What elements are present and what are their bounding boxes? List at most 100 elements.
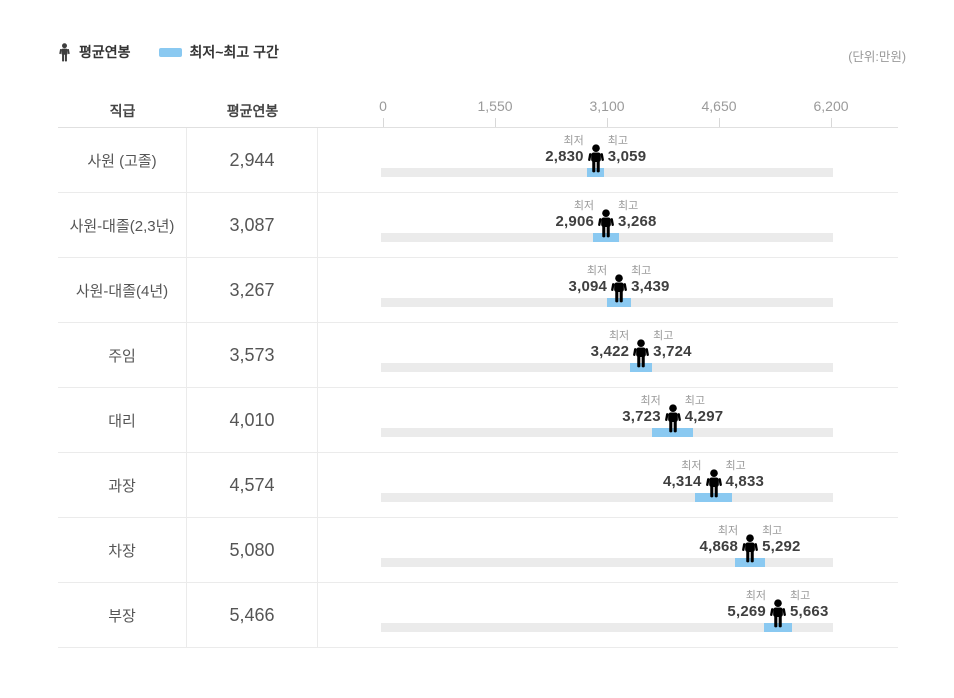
grade-cell: 주임 (58, 323, 187, 387)
max-label: 최고 (725, 460, 746, 472)
grade-cell: 대리 (58, 388, 187, 452)
grade-cell: 사원-대졸(4년) (58, 258, 187, 322)
table-row: 과장 4,574 최저 4,314 최고 4,833 (58, 453, 898, 518)
unit-note: (단위:만원) (848, 50, 906, 64)
min-label: 최저 (608, 330, 630, 342)
range-chart-cell: 최저 3,422 최고 3,724 (318, 323, 898, 387)
column-header-avg: 평균연봉 (226, 102, 279, 119)
range-segment (652, 428, 694, 437)
person-icon (611, 274, 627, 303)
max-label: 최고 (607, 135, 628, 147)
max-label: 최고 (631, 265, 652, 277)
grade-label: 사원-대졸(2,3년) (69, 217, 175, 235)
grade-label: 과장 (108, 477, 136, 495)
grade-cell: 사원-대졸(2,3년) (58, 193, 187, 257)
min-value-block: 최저 3,723 (622, 395, 661, 426)
grade-cell: 차장 (58, 518, 187, 582)
person-icon (770, 599, 786, 628)
person-icon (664, 404, 681, 433)
max-value-block: 최고 4,833 (726, 460, 765, 491)
legend-range-swatch-icon (158, 47, 182, 57)
min-value: 5,269 (727, 603, 766, 620)
person-icon (705, 469, 722, 498)
min-value-block: 최저 2,906 (556, 200, 595, 231)
range-segment (763, 623, 793, 632)
table-row: 대리 4,010 최저 3,723 최고 4,297 (58, 388, 898, 453)
max-label: 최고 (789, 590, 811, 602)
range-chart-cell: 최저 2,830 최고 3,059 (318, 128, 898, 192)
chart-legend: 평균연봉 최저~최고 구간 (58, 42, 279, 62)
column-header-grade: 직급 (109, 102, 136, 119)
avg-salary-value: 3,573 (229, 344, 275, 365)
min-label: 최저 (563, 135, 584, 147)
range-chart-cell: 최저 4,314 최고 4,833 (318, 453, 898, 517)
avg-salary-value: 3,087 (229, 214, 275, 235)
grade-label: 주임 (108, 347, 136, 365)
axis-tick-label: 3,100 (589, 98, 625, 114)
max-value: 5,292 (762, 538, 801, 555)
legend-avg-label: 평균연봉 (79, 44, 131, 60)
axis-tick-label: 6,200 (813, 98, 849, 114)
max-label: 최고 (684, 395, 705, 407)
avg-salary-cell: 2,944 (187, 128, 318, 192)
max-value: 4,833 (725, 473, 765, 490)
min-value: 3,422 (590, 343, 630, 360)
max-value: 5,663 (789, 603, 829, 620)
avg-salary-cell: 5,466 (187, 583, 318, 647)
min-value: 3,723 (622, 408, 661, 425)
max-value-block: 최고 3,268 (618, 200, 657, 231)
grade-label: 대리 (108, 412, 136, 430)
max-value-block: 최고 5,663 (790, 590, 829, 621)
axis-tick-label: 0 (379, 98, 387, 114)
avg-salary-value: 4,010 (229, 409, 275, 430)
axis-tick-mark (607, 118, 608, 127)
min-value-block: 최저 2,830 (545, 135, 584, 166)
min-value-block: 최저 3,094 (569, 265, 608, 296)
axis-tick-label: 1,550 (477, 98, 513, 114)
avg-salary-cell: 3,087 (187, 193, 318, 257)
max-value-block: 최고 4,297 (685, 395, 724, 426)
range-track (381, 428, 833, 437)
grade-cell: 과장 (58, 453, 187, 517)
table-row: 사원-대졸(2,3년) 3,087 최저 2,906 최고 3,268 (58, 193, 898, 258)
min-value: 4,314 (662, 473, 702, 490)
person-icon (598, 209, 614, 238)
table-body: 사원 (고졸) 2,944 최저 2,830 최고 3,059 (58, 128, 898, 648)
max-label: 최고 (618, 200, 639, 212)
min-label: 최저 (745, 590, 766, 602)
min-value-block: 최저 5,269 (727, 590, 766, 621)
salary-table: 직급 평균연봉 0 1,550 3,100 4,650 6,200 사원 (고졸) 2,… (58, 94, 898, 648)
range-track (381, 558, 833, 567)
table-row: 부장 5,466 최저 5,269 최고 5,663 (58, 583, 898, 648)
max-value-block: 최고 3,439 (631, 265, 670, 296)
max-value: 3,268 (618, 213, 657, 230)
range-segment (592, 233, 620, 242)
avg-salary-cell: 4,010 (187, 388, 318, 452)
axis-header: 0 1,550 3,100 4,650 6,200 (318, 94, 898, 127)
person-icon (587, 144, 604, 173)
avg-salary-value: 5,080 (229, 539, 275, 560)
table-row: 주임 3,573 최저 3,422 최고 3,724 (58, 323, 898, 388)
grade-label: 부장 (108, 607, 136, 625)
grade-cell: 부장 (58, 583, 187, 647)
min-label: 최저 (586, 265, 608, 277)
range-segment (630, 363, 653, 372)
axis-tick-mark (831, 118, 832, 127)
min-value-block: 최저 4,868 (700, 525, 739, 556)
max-label: 최고 (653, 330, 674, 342)
range-track (381, 493, 833, 502)
min-label: 최저 (573, 200, 595, 212)
min-value-block: 최저 3,422 (591, 330, 630, 361)
max-label: 최고 (762, 525, 783, 537)
max-value-block: 최고 3,724 (653, 330, 692, 361)
max-value: 4,297 (684, 408, 724, 425)
axis-tick-mark (383, 118, 384, 127)
range-segment (694, 493, 733, 502)
avg-salary-cell: 3,267 (187, 258, 318, 322)
grade-label: 차장 (108, 542, 136, 560)
axis-tick-label: 4,650 (701, 98, 737, 114)
table-row: 사원-대졸(4년) 3,267 최저 3,094 최고 3,439 (58, 258, 898, 323)
avg-salary-value: 3,267 (229, 279, 275, 300)
avg-salary-cell: 4,574 (187, 453, 318, 517)
grade-cell: 사원 (고졸) (58, 128, 187, 192)
